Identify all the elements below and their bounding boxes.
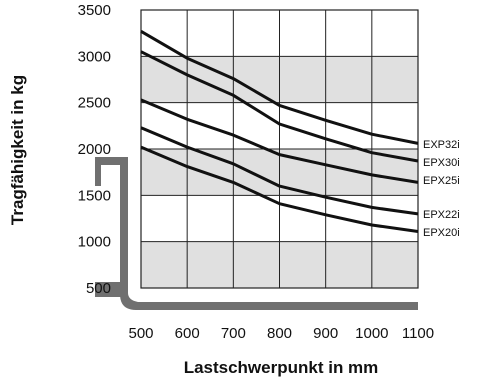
series-line-epx20i [140,145,419,233]
y-tick-label-2500: 2500 [78,95,111,112]
grid [140,9,419,289]
y-tick-label-3000: 3000 [78,48,111,65]
series-label-exp32i: EXP32i [423,139,460,151]
fork-upper-shape [95,157,418,310]
fork-heel-shape [95,282,125,297]
x-axis-title: Lastschwerpunkt in mm [184,358,379,377]
y-tick-label-500: 500 [86,280,111,297]
y-tick-label-1000: 1000 [78,234,111,251]
y-tick-label-2000: 2000 [78,141,111,158]
series-label-epx30i: EPX30i [423,157,460,169]
y-tick-label-3500: 3500 [78,2,111,19]
series-labels: EXP32i EPX30i EPX25i EPX22i EPX20i [423,139,460,239]
x-tick-label-1100: 1100 [402,325,434,342]
series-label-epx22i: EPX22i [423,209,460,221]
series-lines [140,30,419,233]
y-axis-title: Tragfähigkeit in kg [8,75,27,225]
series-label-epx20i: EPX20i [423,227,460,239]
series-line-exp32i [140,30,419,145]
series-line-epx25i [140,98,419,184]
plot-frame [140,9,419,289]
x-tick-labels: 500 600 700 800 900 1000 1100 [128,325,434,342]
x-tick-label-600: 600 [175,325,200,342]
series-line-epx30i [140,50,419,163]
y-tick-label-1500: 1500 [78,187,111,204]
y-tick-labels: 500 1000 1500 2000 2500 3000 3500 [78,2,111,297]
series-line-epx22i [140,126,419,216]
x-tick-label-800: 800 [267,325,292,342]
series-label-epx25i: EPX25i [423,175,460,187]
x-tick-label-1000: 1000 [355,325,388,342]
forklift-fork-graphic [95,157,418,310]
x-tick-label-700: 700 [221,325,246,342]
x-tick-label-900: 900 [313,325,338,342]
x-tick-label-500: 500 [128,325,153,342]
